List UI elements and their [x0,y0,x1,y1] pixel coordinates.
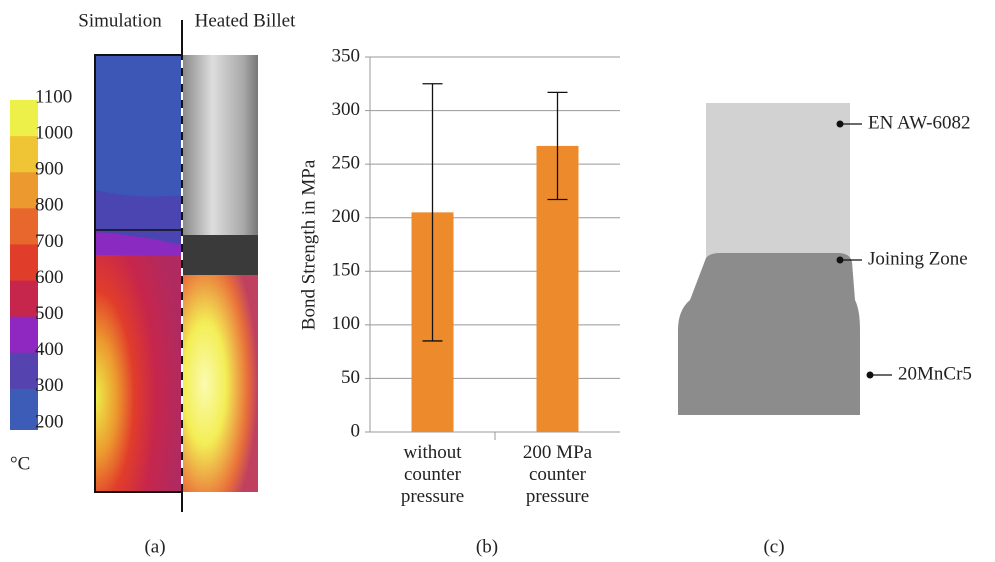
photo-label: 20MnCr5 [898,363,972,384]
colorbar-tick-label: 800 [35,195,64,216]
colorbar-band [10,353,38,394]
colorbar-tick-label: 500 [35,303,64,324]
simulation-title: Simulation [78,10,162,31]
colorbar-band [10,208,38,249]
colorbar-tick-label: 1000 [35,122,73,143]
y-tick-label: 300 [332,99,361,120]
caption: (a) [144,536,165,557]
photo-label: EN AW-6082 [868,112,970,133]
colorbar-tick-label: 900 [35,159,64,180]
colorbar-band [10,136,38,177]
y-tick-label: 200 [332,206,361,227]
bar-chart: Bond Strength in MPa 0 50 100 150 200 250 300 3… [298,45,620,441]
y-tick-label: 350 [332,45,361,66]
colorbar-tick-label: 300 [35,375,64,396]
colorbar-tick-label: 700 [35,231,64,252]
colorbar-tick-label: 200 [35,411,64,432]
caption: (c) [763,536,784,557]
colorbar-band [10,100,38,141]
caption: (b) [476,536,498,557]
colorbar-band [10,172,38,213]
y-tick-label: 150 [332,260,361,281]
simulation-image [95,55,182,492]
colorbar-tick-label: 600 [35,267,64,288]
y-tick-label: 50 [341,367,360,388]
y-tick-label: 100 [332,313,361,334]
colorbar-tick-label: 1100 [35,86,72,107]
photo-label: Joining Zone [868,248,968,269]
billet-title: Heated Billet [195,10,296,31]
colorbar-band [10,281,38,322]
colorbar-band [10,317,38,358]
colorbar: 1100 1000 900 800 700 600 500 400 300 200 [10,86,73,432]
y-tick-label: 250 [332,153,361,174]
colorbar-band [10,389,38,430]
page: Simulation Heated Billet °C (a) 11001000… [0,0,995,562]
billet-photo [182,55,258,492]
colorbar-band [10,244,38,285]
x-tick-label: 200 MPa counter pressure [498,442,618,508]
sample-photo [678,103,860,415]
unit-label: °C [10,453,30,474]
colorbar-tick-label: 400 [35,339,64,360]
y-tick-label: 0 [351,420,361,441]
x-tick-label: without counter pressure [373,442,493,508]
y-axis-label: Bond Strength in MPa [298,159,319,330]
